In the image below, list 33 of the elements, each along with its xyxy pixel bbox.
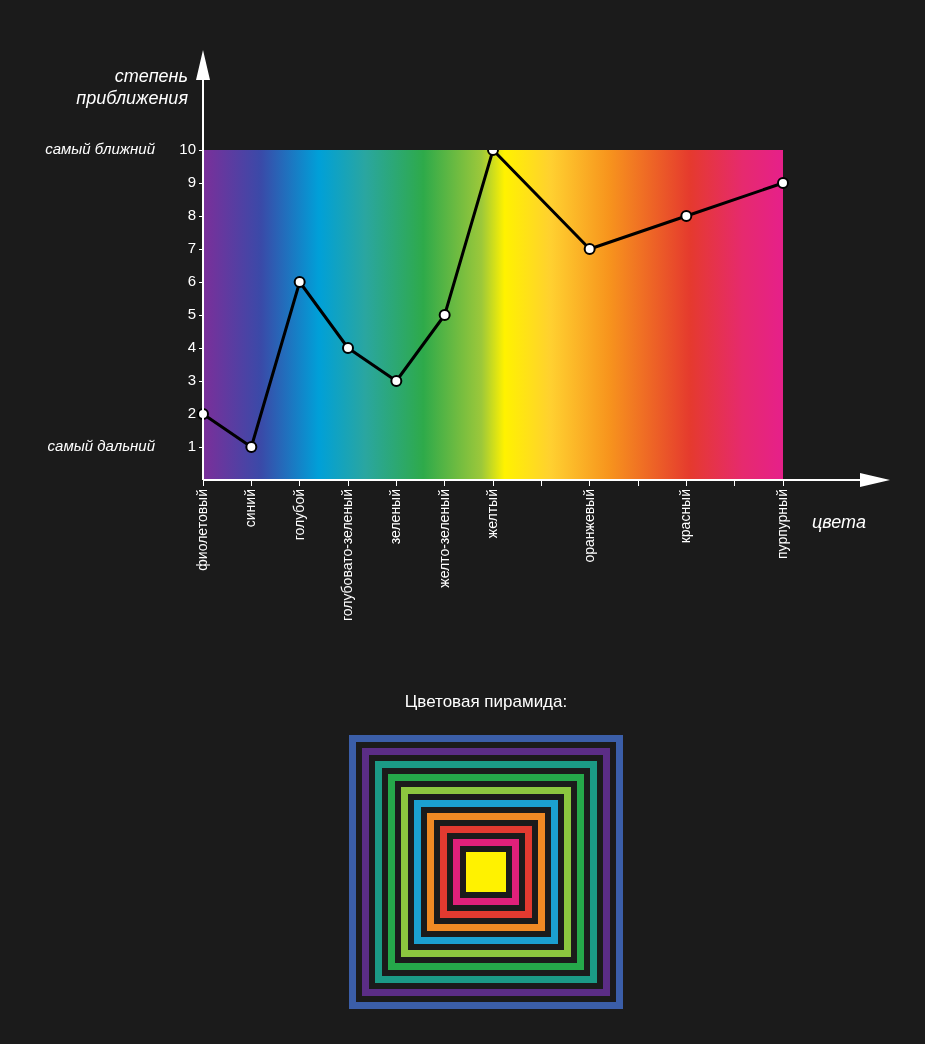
x-tick-label: зеленый [387, 489, 404, 545]
point [293, 276, 306, 288]
point [583, 243, 596, 255]
y-tick-label: 6 [187, 272, 196, 290]
point [342, 342, 354, 354]
x-tick-label: оранжевый [580, 489, 597, 563]
x-tick-label: пурпурный [773, 489, 790, 560]
x-tick-label: синий [242, 489, 259, 528]
y-tick-label: 4 [187, 338, 196, 356]
point [438, 309, 451, 321]
point [680, 210, 693, 222]
point [390, 375, 403, 387]
x-tick-label: голубой [290, 489, 307, 541]
y-axis-title: степень приближения [76, 66, 189, 108]
text: Цветовая пирамида: [403, 692, 569, 712]
point [245, 441, 258, 453]
x-tick-label: красный [677, 489, 694, 544]
text: самый ближний [45, 140, 156, 158]
y-tick-label: 10 [179, 140, 196, 158]
y-tick-label: 5 [187, 305, 196, 323]
y-tick-label: 9 [187, 173, 196, 191]
x-tick-label: желтый [483, 489, 500, 539]
x-tick-label: фиолетовый [193, 489, 210, 571]
x-tick-label: желто-зеленый [435, 489, 452, 588]
y-tick-label: 2 [187, 404, 196, 422]
point [777, 177, 789, 189]
y-tick-label: 1 [187, 437, 196, 455]
x-tick-label: голубовато-зеленый [338, 489, 355, 622]
x-axis-title: цвета [812, 512, 866, 532]
y-tick-label: 3 [187, 371, 196, 389]
text: самый дальний [47, 437, 156, 455]
y-tick-label: 7 [187, 239, 196, 257]
y-tick-label: 8 [187, 206, 196, 224]
